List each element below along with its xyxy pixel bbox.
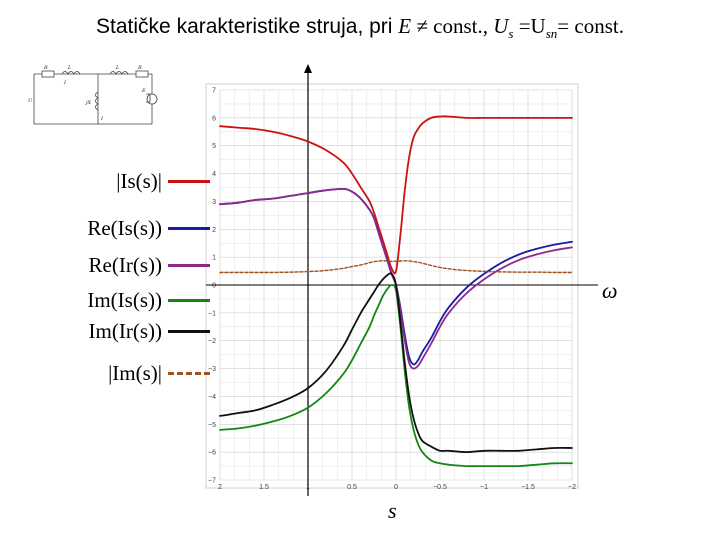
series-line-is-abs (219, 115, 573, 275)
y-tick-label: 0 (212, 283, 216, 290)
x-tick-label: 0 (394, 484, 398, 491)
legend-item-re-ir: Re(Ir(s)) (89, 252, 210, 278)
series-line-im-ir (219, 272, 573, 453)
y-tick-label: −2 (208, 338, 216, 345)
legend-item-re-is: Re(Is(s)) (87, 215, 210, 241)
title-U-sub: s (508, 26, 514, 42)
x-tick-label: 0.5 (347, 484, 357, 491)
title-suffix: = const. (557, 14, 624, 38)
circuit-label-R2: R (137, 65, 142, 71)
y-tick-label: 5 (212, 143, 216, 150)
s-axis-label: s (388, 498, 397, 523)
x-tick-label: 1.5 (259, 484, 269, 491)
circuit-label-L1: L (67, 65, 72, 71)
legend-label: |Im(s)| (108, 360, 162, 385)
x-tick-label: 2 (218, 484, 222, 491)
legend: |Is(s)| Re(Is(s)) Re(Ir(s)) Im(Is(s)) Im… (60, 168, 210, 388)
x-tick-label: −2 (568, 484, 576, 491)
legend-item-im-ir: Im(Ir(s)) (89, 318, 210, 344)
title-neq-const: ≠ const., (411, 14, 494, 38)
legend-label: Re(Is(s)) (87, 215, 162, 240)
legend-item-im-abs: |Im(s)| (108, 360, 210, 386)
series-line-im-abs (219, 260, 573, 274)
circuit-label-I2: I (100, 116, 104, 122)
x-tick-label: −0.5 (433, 484, 447, 491)
plot-area: 21.510.50−0.5−1−1.5−276543210−1−2−3−4−5−… (205, 64, 598, 496)
circuit-label-R1: R (43, 65, 48, 71)
plot-frame (205, 83, 579, 489)
legend-label: Im(Ir(s)) (88, 318, 162, 343)
y-tick-label: 2 (212, 227, 216, 234)
title-eq: =U (513, 14, 546, 38)
y-tick-label: −6 (208, 450, 216, 457)
legend-swatch (168, 179, 210, 183)
circuit-label-L2: L (115, 65, 120, 71)
legend-label: Re(Ir(s)) (88, 252, 162, 277)
legend-label: |Is(s)| (116, 168, 162, 193)
title-Usn-sub: sn (545, 26, 558, 42)
circuit-label-jX: jX (85, 100, 92, 106)
y-tick-label: −3 (208, 366, 216, 373)
circuit-label-U: U (28, 98, 33, 104)
y-tick-label: 7 (212, 88, 216, 95)
x-tick-label: −1 (480, 484, 488, 491)
title-E: E (398, 14, 412, 38)
circuit-label-I1: I (63, 80, 67, 86)
equivalent-circuit-diagram: R L L R U I jX E I (28, 65, 158, 125)
y-tick-label: 3 (212, 199, 216, 206)
legend-swatch (168, 329, 210, 333)
title-prefix: Statičke karakteristike struja, pri (96, 15, 399, 38)
circuit-label-E: E (141, 88, 146, 94)
legend-label: Im(Is(s)) (87, 287, 162, 312)
y-tick-label: 1 (212, 255, 216, 262)
y-axis-arrow (304, 64, 312, 73)
y-tick-label: −4 (208, 394, 216, 401)
x-tick-label: −1.5 (521, 484, 535, 491)
legend-item-is-abs: |Is(s)| (116, 168, 210, 194)
y-tick-label: 4 (212, 171, 216, 178)
omega-axis-label: ω (602, 278, 618, 303)
legend-item-im-is: Im(Is(s)) (87, 287, 210, 313)
y-tick-label: 6 (212, 115, 216, 122)
y-tick-label: −5 (208, 422, 216, 429)
legend-swatch (168, 371, 210, 375)
legend-swatch (168, 298, 210, 302)
y-tick-label: −7 (208, 478, 216, 485)
title-U: U (493, 14, 509, 38)
page-title: Statičke karakteristike struja, pri E ≠ … (0, 14, 720, 42)
legend-swatch (168, 226, 210, 230)
y-tick-label: −1 (208, 310, 216, 317)
legend-swatch (168, 263, 210, 267)
